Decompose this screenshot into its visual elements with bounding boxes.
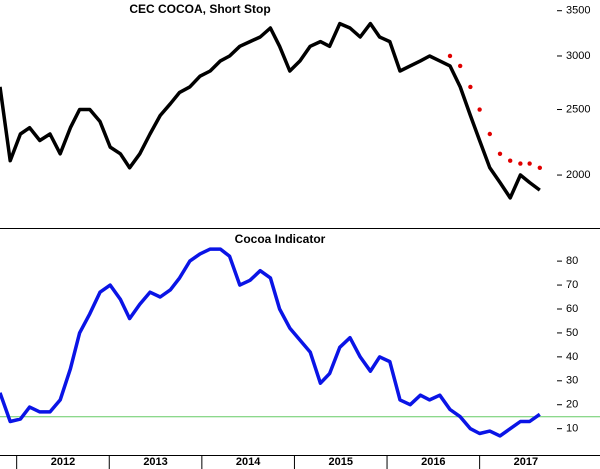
y-tick-label: 2000 xyxy=(566,169,590,181)
y-tick-label: 50 xyxy=(566,327,578,339)
stop-dot xyxy=(537,165,543,170)
x-tick-label: 2015 xyxy=(328,456,352,468)
chart-title: CEC COCOA, Short Stop xyxy=(129,2,270,16)
y-tick-label: 3500 xyxy=(566,5,590,17)
y-tick-label: 60 xyxy=(566,303,578,315)
stop-dot xyxy=(497,151,503,157)
y-tick-label: 30 xyxy=(566,375,578,387)
x-tick-label: 2013 xyxy=(143,456,167,468)
y-tick-label: 40 xyxy=(566,351,578,363)
y-tick-label: 10 xyxy=(566,423,578,435)
y-tick-label: 2500 xyxy=(566,103,590,115)
stop-dot xyxy=(518,161,523,166)
y-tick-label: 80 xyxy=(566,255,578,267)
stop-dot xyxy=(468,84,473,90)
chart-title: Cocoa Indicator xyxy=(235,232,326,246)
x-tick-label: 2017 xyxy=(514,456,538,468)
stop-dot xyxy=(487,131,493,137)
stop-dot xyxy=(457,63,463,69)
series-line xyxy=(0,247,541,438)
stop-dot xyxy=(527,161,532,166)
y-tick-label: 3000 xyxy=(566,50,590,62)
stop-dot xyxy=(477,107,482,112)
x-tick-label: 2014 xyxy=(236,456,261,468)
y-tick-label: 70 xyxy=(566,279,578,291)
stop-dot xyxy=(507,158,513,163)
x-tick-label: 2016 xyxy=(421,456,445,468)
stop-dot xyxy=(447,53,453,59)
x-tick-label: 2012 xyxy=(51,456,75,468)
series-line xyxy=(0,21,541,200)
y-tick-label: 20 xyxy=(566,399,578,411)
